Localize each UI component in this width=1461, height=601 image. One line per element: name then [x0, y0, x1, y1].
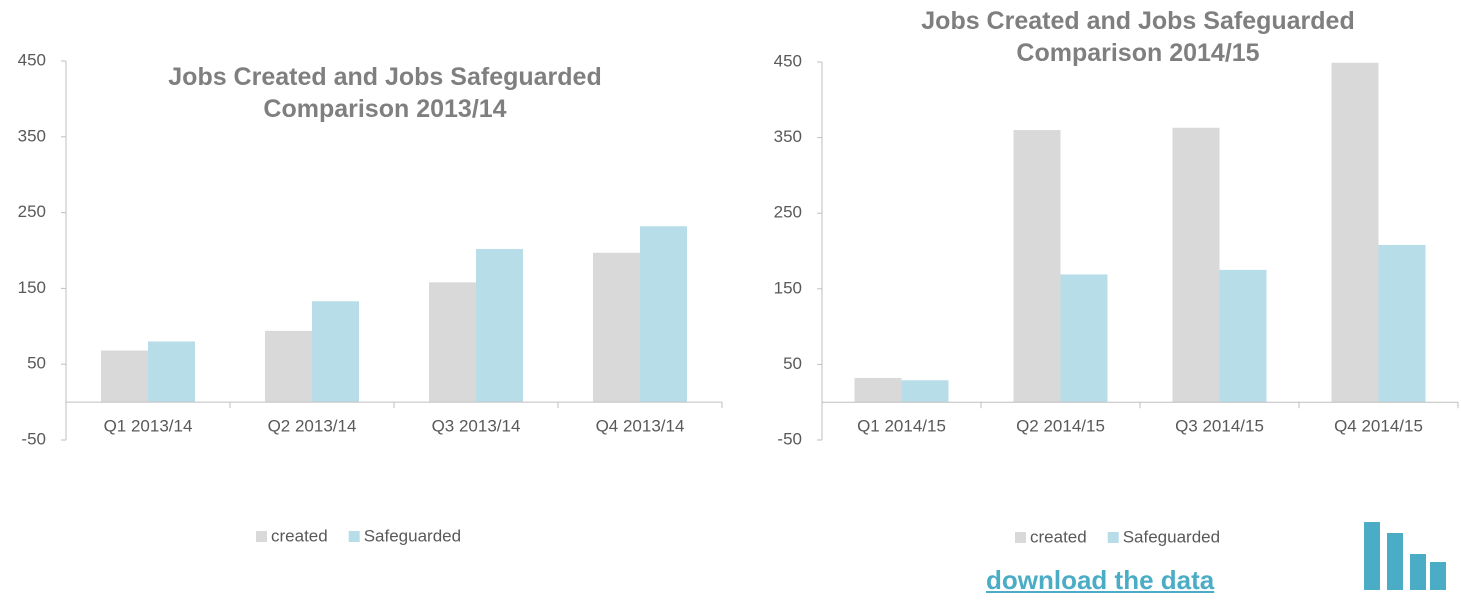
x-tick-label: Q1 2014/15: [857, 417, 946, 436]
bar: [640, 226, 687, 403]
chart-title: Jobs Created and Jobs Safeguarded Compar…: [921, 7, 1355, 67]
chart-title: Jobs Created and Jobs Safeguarded Compar…: [168, 63, 602, 123]
bar: [429, 282, 476, 403]
bar: [854, 378, 902, 403]
y-tick-label: -50: [21, 429, 46, 448]
x-tick-label: Q4 2013/14: [596, 417, 685, 436]
y-tick-label: -50: [777, 429, 802, 448]
y-tick-label: 350: [18, 126, 46, 145]
y-tick-label: 450: [18, 50, 46, 69]
bar: [265, 330, 312, 403]
bar: [1013, 130, 1061, 403]
bar: [1172, 127, 1220, 403]
bar: [1060, 274, 1108, 403]
y-tick-label: 50: [27, 354, 46, 373]
bar: [148, 341, 195, 403]
bar: [1219, 269, 1267, 403]
x-tick-label: Q2 2013/14: [268, 417, 357, 436]
bar: [1331, 62, 1379, 403]
x-tick-label: Q2 2014/15: [1016, 417, 1105, 436]
legend-swatch: [256, 531, 267, 542]
legend-label: created: [1030, 527, 1087, 546]
x-tick-label: Q4 2014/15: [1334, 417, 1423, 436]
y-tick-label: 250: [774, 203, 802, 222]
bar: [101, 350, 148, 403]
legend-label: Safeguarded: [364, 526, 461, 545]
legend-swatch: [1107, 532, 1119, 543]
y-tick-label: 50: [783, 354, 802, 373]
y-tick-label: 150: [18, 278, 46, 297]
data-icon: [1364, 522, 1446, 590]
bar: [901, 380, 949, 403]
x-tick-label: Q1 2013/14: [104, 417, 193, 436]
x-tick-label: Q3 2014/15: [1175, 417, 1264, 436]
legend-swatch: [348, 531, 360, 542]
bar: [476, 248, 523, 403]
legend-label: Safeguarded: [1123, 527, 1220, 546]
legend-label: created: [271, 526, 328, 545]
x-tick-label: Q3 2013/14: [432, 417, 521, 436]
legend-swatch: [1015, 532, 1026, 543]
y-tick-label: 150: [774, 278, 802, 297]
y-tick-label: 450: [774, 51, 802, 70]
download-link[interactable]: download the data: [986, 565, 1215, 595]
bar: [312, 301, 359, 403]
y-tick-label: 350: [774, 127, 802, 146]
bar: [593, 252, 640, 403]
y-tick-label: 250: [18, 202, 46, 221]
bar: [1378, 244, 1426, 403]
